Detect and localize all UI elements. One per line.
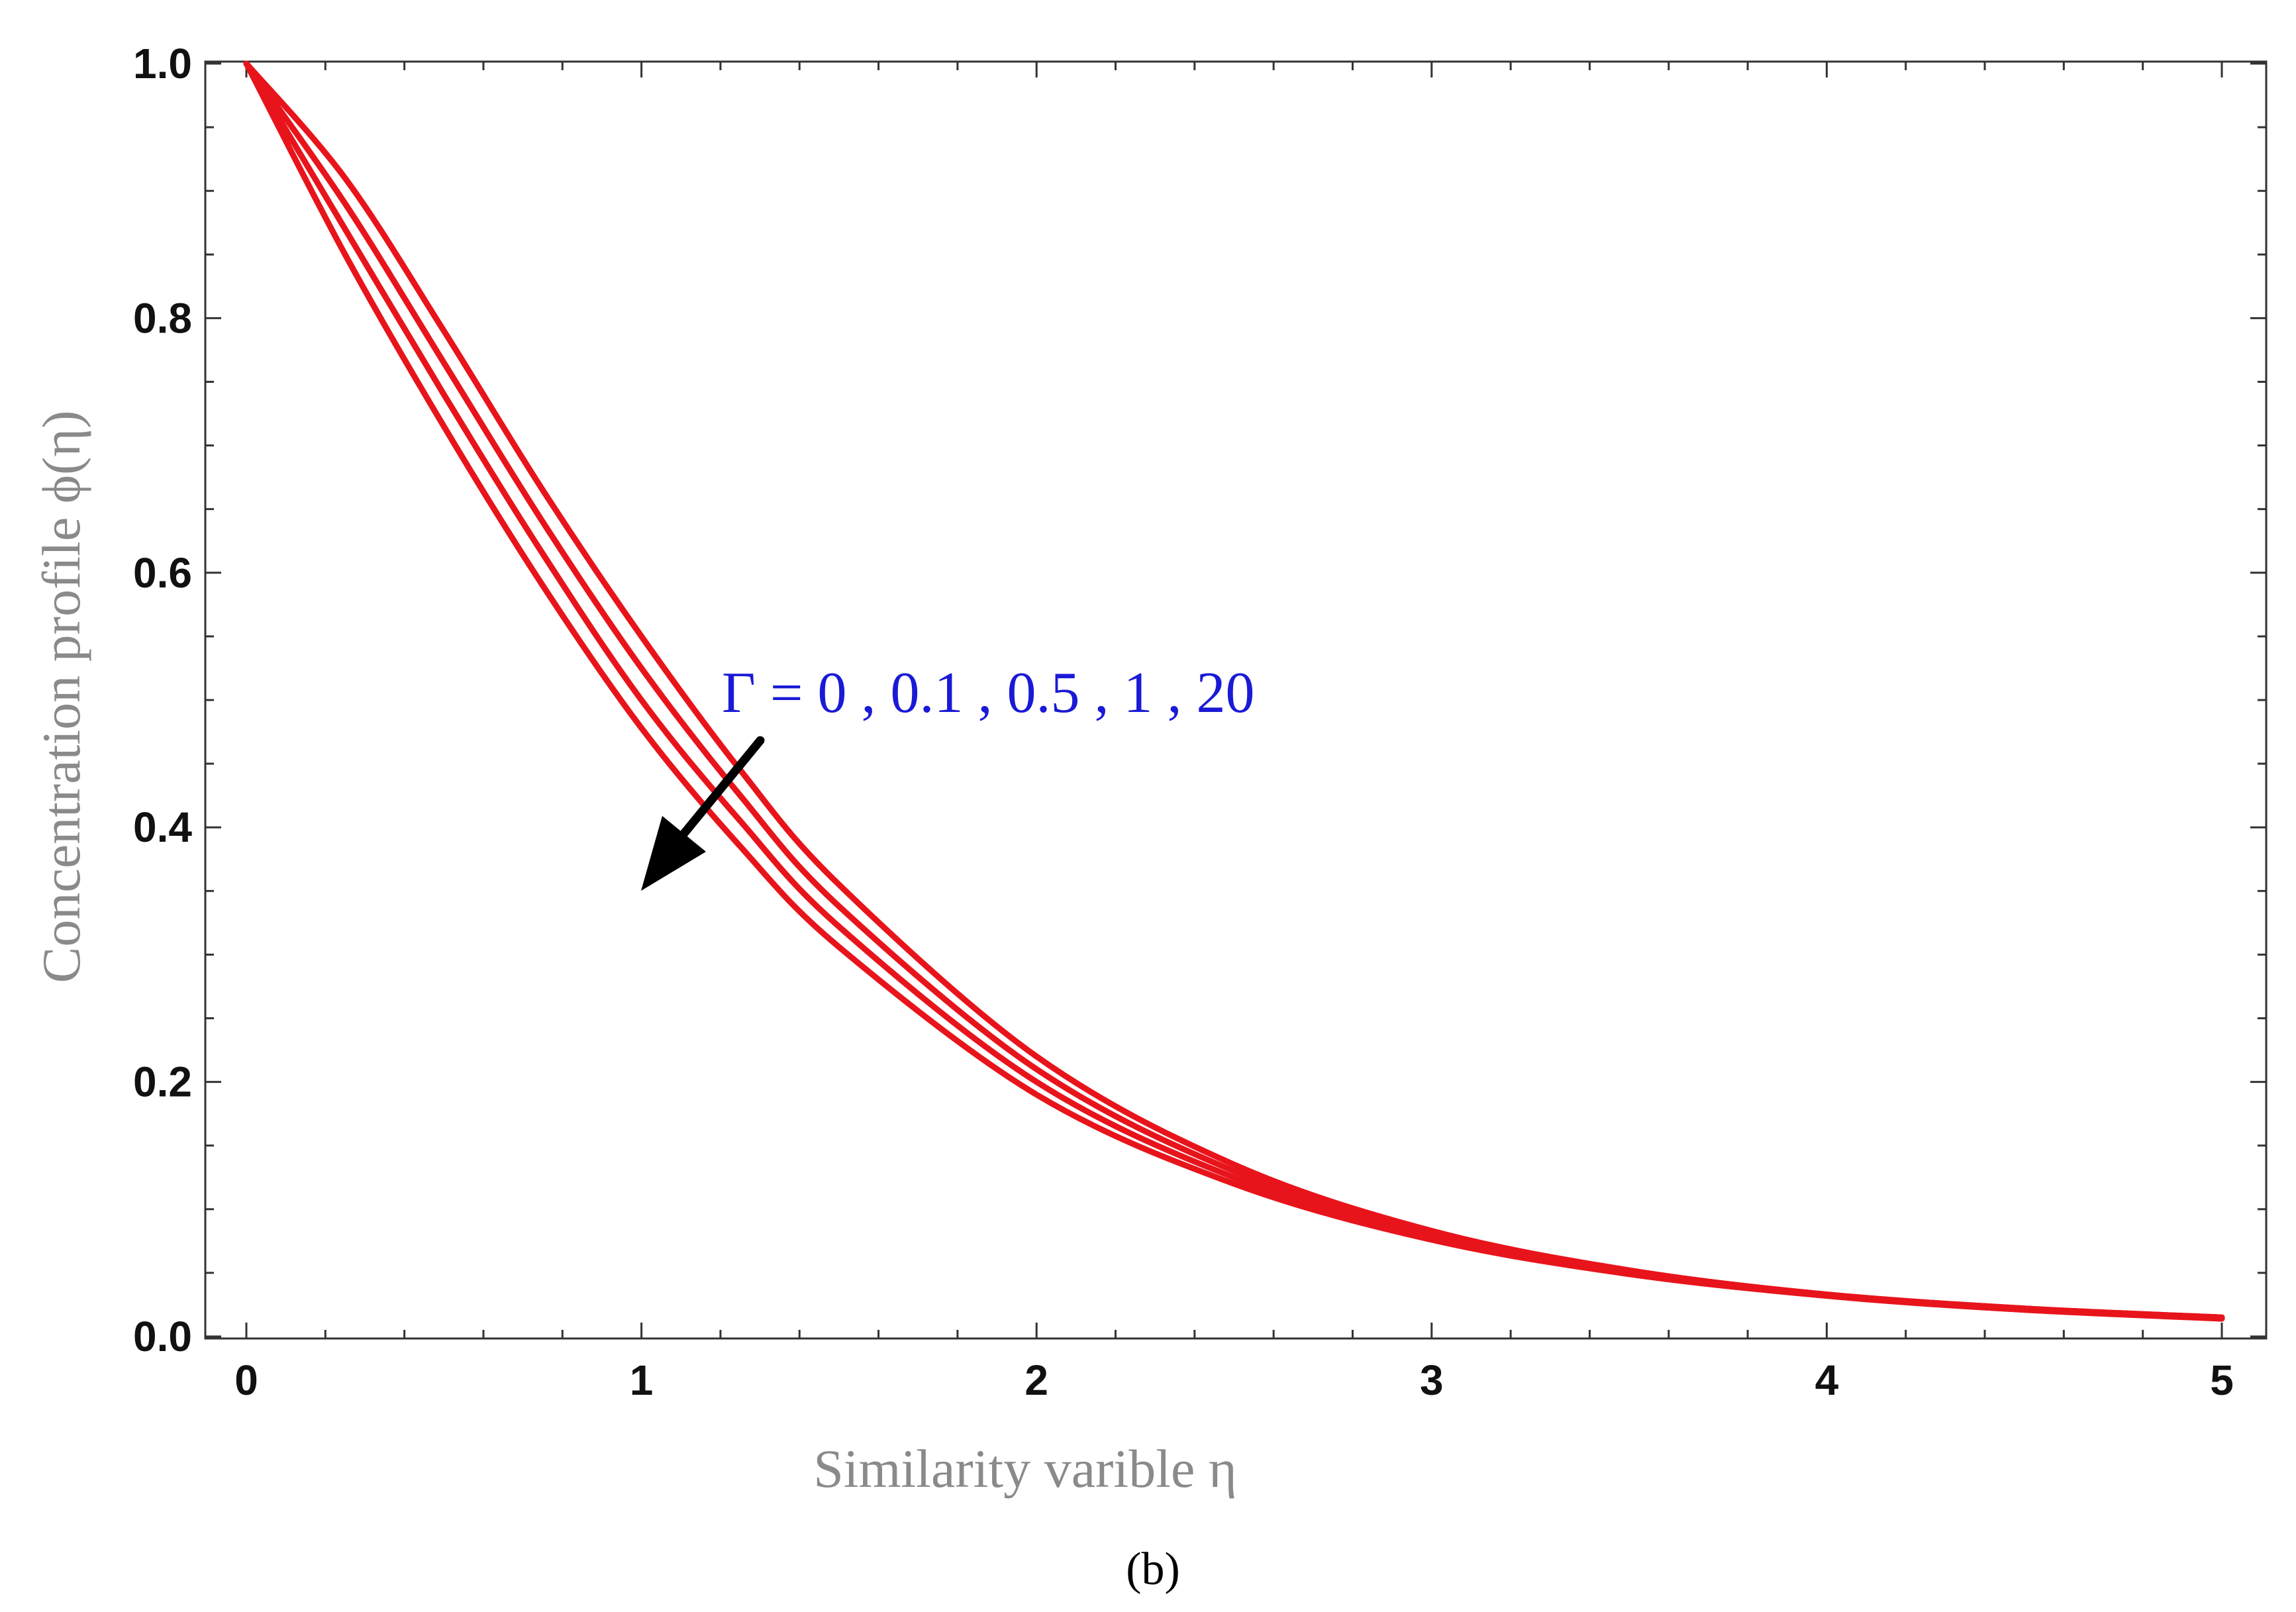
y-axis-title: Concentration profile ϕ(η) [31, 411, 91, 983]
y-tick-label: 0.4 [133, 803, 192, 851]
x-tick-label: 1 [630, 1356, 654, 1404]
y-tick-label: 0.2 [133, 1058, 192, 1106]
figure-caption: (b) [1126, 1544, 1180, 1595]
x-tick-label: 0 [234, 1356, 258, 1404]
y-tick-labels: 0.0 0.2 0.4 0.6 0.8 1.0 [133, 40, 192, 1360]
annotation-arrow-shaft [677, 736, 765, 840]
annotation-arrow [641, 736, 765, 891]
annotation-arrow-head [641, 816, 706, 891]
x-tick-label: 5 [2210, 1356, 2234, 1404]
series-line-4 [243, 60, 2225, 1322]
axis-ticks [205, 62, 2266, 1338]
x-tick-label: 4 [1815, 1356, 1839, 1404]
y-tick-label: 1.0 [133, 40, 192, 87]
parameter-annotation: Γ = 0 , 0.1 , 0.5 , 1 , 20 [722, 661, 1255, 725]
x-tick-label: 3 [1420, 1356, 1444, 1404]
y-tick-label: 0.6 [133, 549, 192, 597]
y-tick-label: 0.8 [133, 294, 192, 342]
series-lines [243, 60, 2225, 1322]
x-tick-labels: 0 1 2 3 4 5 [234, 1356, 2234, 1404]
y-tick-label: 0.0 [133, 1313, 192, 1360]
x-axis-title: Similarity varible η [813, 1438, 1237, 1499]
x-tick-label: 2 [1024, 1356, 1048, 1404]
